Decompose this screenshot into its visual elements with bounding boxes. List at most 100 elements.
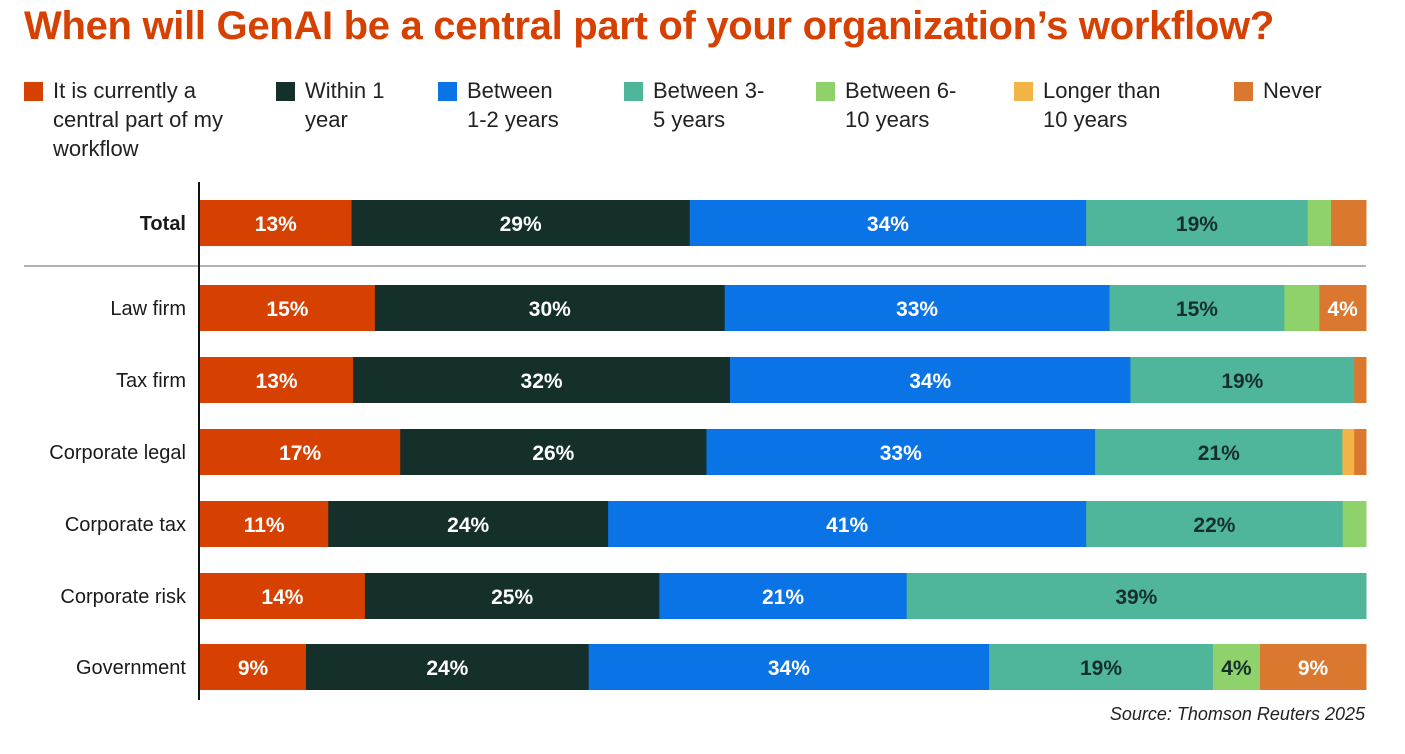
category-label-corporate-tax: Corporate tax [65,514,186,536]
category-label-government: Government [76,657,186,679]
data-label-corporate-legal-2: 26% [532,442,574,465]
bar-segment-law-firm-7 [1319,285,1367,331]
category-label-tax-firm: Tax firm [116,370,186,392]
data-label-government-2: 24% [426,657,468,680]
legend-label-6-10-years: Between 6-10 years [845,78,957,132]
bar-segment-corporate-tax-4 [1086,501,1344,547]
bar-segment-tax-firm-7 [1354,357,1367,403]
data-label-government-7: 9% [1298,657,1329,680]
legend-label-within-1-year: Within 1 year [305,78,385,132]
legend-item-1-2-years: Between 1-2 years [438,76,577,134]
category-label-corporate-risk: Corporate risk [60,586,187,608]
bar-segment-corporate-tax-2 [328,501,609,547]
bar-segment-corporate-tax-3 [608,501,1087,547]
data-label-total-2: 29% [500,213,542,236]
bar-segment-corporate-legal-2 [400,429,707,475]
legend-item-never: Never [1234,76,1343,105]
data-label-corporate-legal-4: 21% [1198,442,1240,465]
data-label-corporate-tax-2: 24% [447,514,489,537]
legend-swatch-3-5-years [624,82,643,101]
bar-segment-corporate-legal-1 [200,429,401,475]
data-label-corporate-tax-3: 41% [826,514,868,537]
legend-label-never: Never [1263,78,1322,103]
legend-item-3-5-years: Between 3-5 years [624,76,773,134]
bar-segment-government-1 [200,644,307,690]
bar-segment-law-firm-2 [374,285,726,331]
data-label-corporate-legal-1: 17% [279,442,321,465]
data-label-government-1: 9% [238,657,269,680]
bar-segment-law-firm-3 [724,285,1110,331]
bar-segment-corporate-risk-4 [906,573,1367,619]
data-label-law-firm-1: 15% [266,298,308,321]
bar-segment-law-firm-1 [200,285,376,331]
legend: It is currently a central part of my wor… [0,76,1405,166]
data-label-government-4: 19% [1080,657,1122,680]
data-label-corporate-tax-1: 11% [244,514,285,537]
bar-segment-corporate-risk-1 [200,573,366,619]
legend-label-longer-10-years: Longer than 10 years [1043,78,1161,132]
bar-segment-corporate-legal-4 [1095,429,1343,475]
legend-label-1-2-years: Between 1-2 years [467,78,559,132]
data-label-corporate-risk-3: 21% [762,586,804,609]
bar-segment-law-firm-5 [1284,285,1320,331]
bar-segment-corporate-legal-7 [1354,429,1367,475]
chart-title: When will GenAI be a central part of you… [24,4,1274,48]
category-label-corporate-legal: Corporate legal [49,442,186,464]
legend-swatch-longer-10-years [1014,82,1033,101]
data-label-tax-firm-1: 13% [256,370,298,393]
legend-label-3-5-years: Between 3-5 years [653,78,765,132]
data-label-total-3: 34% [867,213,909,236]
legend-swatch-6-10-years [816,82,835,101]
data-label-government-3: 34% [768,657,810,680]
bar-segment-corporate-tax-1 [200,501,329,547]
bar-segment-government-7 [1260,644,1367,690]
bar-segment-tax-firm-4 [1130,357,1355,403]
data-label-total-4: 19% [1176,213,1218,236]
bar-segment-total-3 [689,200,1087,246]
data-label-tax-firm-4: 19% [1221,370,1263,393]
legend-swatch-1-2-years [438,82,457,101]
bar-segment-total-4 [1086,200,1309,246]
data-label-corporate-risk-1: 14% [261,586,303,609]
bar-segment-law-firm-4 [1109,285,1285,331]
legend-item-current: It is currently a central part of my wor… [24,76,228,163]
legend-swatch-never [1234,82,1253,101]
data-label-corporate-risk-2: 25% [491,586,533,609]
category-label-law-firm: Law firm [110,298,186,320]
bar-segment-total-2 [351,200,691,246]
data-label-government-5: 4% [1221,657,1252,680]
data-label-law-firm-7: 4% [1328,298,1359,321]
bar-segment-corporate-risk-3 [659,573,908,619]
bar-segment-tax-firm-2 [353,357,731,403]
data-label-law-firm-2: 30% [529,298,571,321]
bar-segment-corporate-legal-3 [706,429,1096,475]
bar-segment-corporate-risk-2 [364,573,660,619]
legend-label-current: It is currently a central part of my wor… [53,78,223,161]
bar-segment-tax-firm-1 [200,357,354,403]
bar-segment-government-4 [989,644,1214,690]
bar-segment-tax-firm-3 [730,357,1131,403]
legend-swatch-current [24,82,43,101]
bar-segment-total-5 [1307,200,1332,246]
bar-segment-total-7 [1331,200,1367,246]
source-note: Source: Thomson Reuters 2025 [1109,704,1365,724]
legend-swatch-within-1-year [276,82,295,101]
bar-segment-government-3 [588,644,990,690]
data-label-tax-firm-3: 34% [909,370,951,393]
bar-segment-corporate-legal-6 [1342,429,1355,475]
data-label-corporate-risk-4: 39% [1115,586,1157,609]
data-label-law-firm-4: 15% [1176,298,1218,321]
legend-item-within-1-year: Within 1 year [276,76,395,134]
data-label-tax-firm-2: 32% [521,370,563,393]
data-label-total-1: 13% [255,213,297,236]
bar-segment-total-1 [200,200,353,246]
data-label-corporate-legal-3: 33% [880,442,922,465]
bar-segment-government-2 [306,644,590,690]
data-label-law-firm-3: 33% [896,298,938,321]
category-label-total: Total [140,213,186,235]
data-label-corporate-tax-4: 22% [1193,514,1235,537]
legend-item-6-10-years: Between 6-10 years [816,76,975,134]
bar-segment-corporate-tax-5 [1342,501,1367,547]
legend-item-longer-10-years: Longer than 10 years [1014,76,1183,134]
